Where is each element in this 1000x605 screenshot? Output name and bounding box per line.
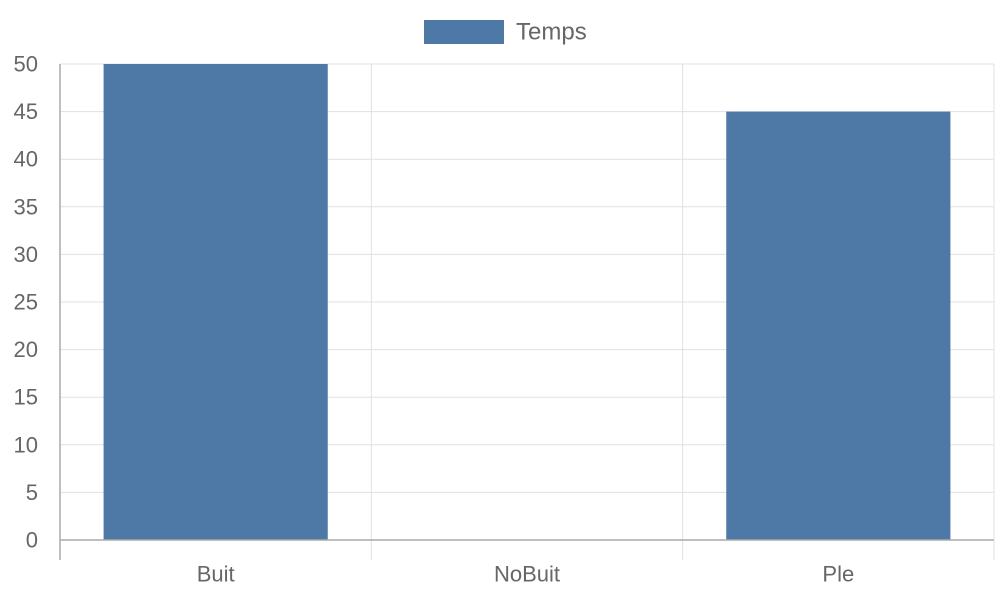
y-tick-label: 5 [26, 480, 38, 505]
y-tick-label: 50 [14, 52, 38, 77]
y-tick-label: 15 [14, 385, 38, 410]
x-tick-label: NoBuit [494, 562, 560, 587]
y-tick-label: 45 [14, 99, 38, 124]
y-tick-label: 40 [14, 147, 38, 172]
y-axis-ticks: 0 5 10 15 20 25 30 35 40 45 50 [14, 52, 38, 553]
x-axis-ticks: Buit NoBuit Ple [197, 562, 855, 587]
y-tick-label: 35 [14, 194, 38, 219]
bar-ple[interactable] [726, 111, 951, 540]
y-tick-label: 30 [14, 242, 38, 267]
y-tick-label: 0 [26, 528, 38, 553]
y-tick-label: 10 [14, 432, 38, 457]
legend[interactable]: Temps [424, 19, 587, 46]
bar-buit[interactable] [103, 64, 328, 540]
x-tick-label: Buit [197, 562, 235, 587]
bars [103, 64, 951, 540]
legend-swatch[interactable] [424, 20, 504, 44]
y-tick-label: 20 [14, 337, 38, 362]
x-tick-label: Ple [822, 562, 854, 587]
axes [59, 64, 994, 560]
legend-label[interactable]: Temps [516, 19, 587, 46]
y-tick-label: 25 [14, 290, 38, 315]
